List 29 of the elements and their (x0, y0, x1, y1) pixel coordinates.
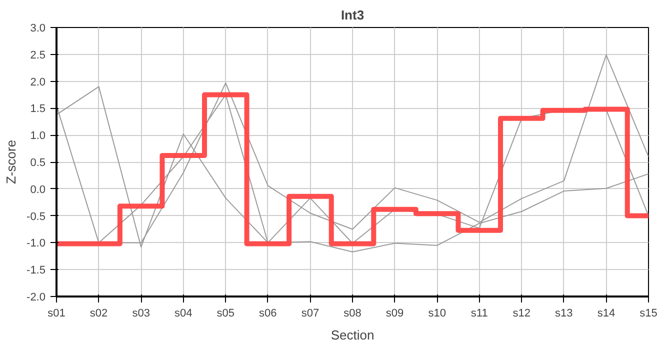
x-tick-label: s10 (428, 308, 446, 320)
x-tick-label: s07 (301, 308, 320, 320)
x-tick-label: s14 (597, 308, 616, 320)
x-tick-label: s04 (174, 308, 192, 320)
y-tick-label: 0.0 (30, 184, 46, 196)
x-tick-label: s13 (555, 308, 573, 320)
y-tick-label: 1.5 (30, 103, 46, 116)
y-tick-label: 3.0 (30, 22, 46, 34)
x-tick-label: s06 (259, 308, 277, 320)
x-tick-label: s01 (48, 308, 66, 320)
x-tick-label: s11 (470, 308, 488, 320)
y-tick-label: 1.0 (30, 130, 46, 142)
x-tick-label: s05 (216, 308, 235, 320)
x-axis-title: Section (330, 328, 374, 342)
y-tick-label: -0.5 (26, 210, 46, 223)
chart-title: Int3 (340, 8, 364, 22)
y-tick-label: -2.0 (26, 292, 46, 304)
x-tick-label: s02 (90, 308, 108, 320)
x-tick-label: s03 (132, 308, 150, 320)
y-axis-title: Z-score (4, 140, 19, 184)
y-tick-label: 2.5 (30, 49, 46, 62)
y-tick-label: 0.5 (30, 157, 46, 169)
x-tick-label: s09 (386, 308, 404, 320)
y-tick-label: 2.0 (30, 76, 46, 88)
x-tick-label: s15 (640, 308, 658, 320)
x-tick-label: s08 (344, 308, 362, 320)
y-tick-label: -1.5 (26, 264, 46, 277)
x-tick-label: s12 (512, 308, 531, 320)
y-tick-label: -1.0 (26, 238, 46, 250)
